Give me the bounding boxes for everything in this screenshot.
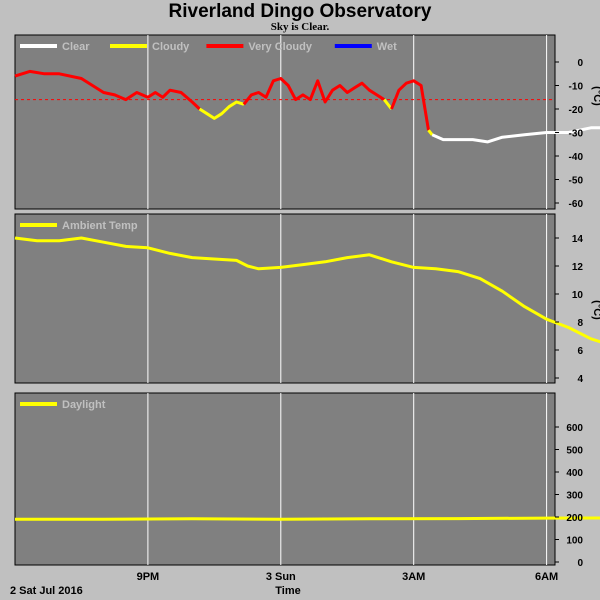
series-lines bbox=[14, 69, 600, 521]
cloud-ytick-label: 0 bbox=[577, 58, 583, 69]
cloud-series-very-cloudy bbox=[242, 77, 386, 106]
cloud-panel bbox=[14, 34, 556, 210]
daylight-ytick-label: 600 bbox=[566, 423, 583, 434]
temp-ytick-label: 4 bbox=[577, 374, 583, 385]
cloud-ytick-label: -30 bbox=[569, 129, 584, 140]
cloud-series-clear bbox=[431, 126, 600, 144]
daylight-ytick-label: 100 bbox=[566, 536, 583, 547]
date-label: 2 Sat Jul 2016 bbox=[10, 585, 83, 597]
daylight-ytick-label: 0 bbox=[577, 558, 583, 569]
chart-subtitle: Sky is Clear. bbox=[270, 21, 330, 33]
legend-label-ambient-temp: Ambient Temp bbox=[62, 220, 138, 232]
x-tick-label: 6AM bbox=[535, 571, 558, 583]
grid-lines bbox=[15, 35, 555, 565]
cloud-series-cloudy bbox=[383, 98, 393, 110]
cloud-series-very-cloudy bbox=[14, 69, 201, 111]
temp-ytick-label: 14 bbox=[572, 234, 584, 245]
daylight-ytick-label: 300 bbox=[566, 491, 583, 502]
daylight-ytick-label: 200 bbox=[566, 513, 583, 524]
chart-title: Riverland Dingo Observatory bbox=[168, 1, 432, 22]
cloud-series-very-cloudy bbox=[390, 79, 430, 131]
daylight-series-daylight bbox=[15, 516, 600, 521]
cloud-ytick-label: -50 bbox=[569, 176, 584, 187]
cloud-ylabel: (°C) bbox=[591, 86, 600, 106]
cloud-series-cloudy bbox=[427, 129, 434, 136]
tick-labels: 0 -10 -20 -30 -40 -50 -60 4 6 8 10 12 14 0 100 200 300 40… bbox=[137, 58, 584, 583]
cloud-series-cloudy bbox=[198, 100, 245, 120]
legends: Clear Cloudy Very Cloudy Wet Ambient Temp Day… bbox=[20, 41, 397, 411]
temp-ytick-label: 10 bbox=[572, 290, 584, 301]
temp-ytick-label: 8 bbox=[577, 318, 583, 329]
temp-ylabel: (°C) bbox=[591, 300, 600, 320]
legend-label-clear: Clear bbox=[62, 41, 90, 53]
cloud-ytick-label: -10 bbox=[569, 82, 584, 93]
x-tick-label: 9PM bbox=[137, 571, 160, 583]
legend-label-very-cloudy: Very Cloudy bbox=[248, 41, 312, 53]
x-tick-label: 3 Sun bbox=[266, 571, 296, 583]
legend-label-wet: Wet bbox=[377, 41, 397, 53]
cloud-ytick-label: -40 bbox=[569, 152, 584, 163]
x-axis-label: Time bbox=[275, 585, 300, 597]
daylight-ytick-label: 500 bbox=[566, 446, 583, 457]
daylight-panel bbox=[14, 392, 556, 566]
legend-label-daylight: Daylight bbox=[62, 399, 106, 411]
legend-label-cloudy: Cloudy bbox=[152, 41, 190, 53]
temp-ytick-label: 6 bbox=[577, 346, 583, 357]
x-tick-label: 3AM bbox=[402, 571, 425, 583]
temp-ytick-label: 12 bbox=[572, 262, 584, 273]
daylight-ytick-label: 400 bbox=[566, 468, 583, 479]
cloud-ytick-label: -60 bbox=[569, 199, 584, 210]
temp-series-ambient-temp bbox=[14, 236, 600, 344]
cloud-ytick-label: -20 bbox=[569, 105, 584, 116]
